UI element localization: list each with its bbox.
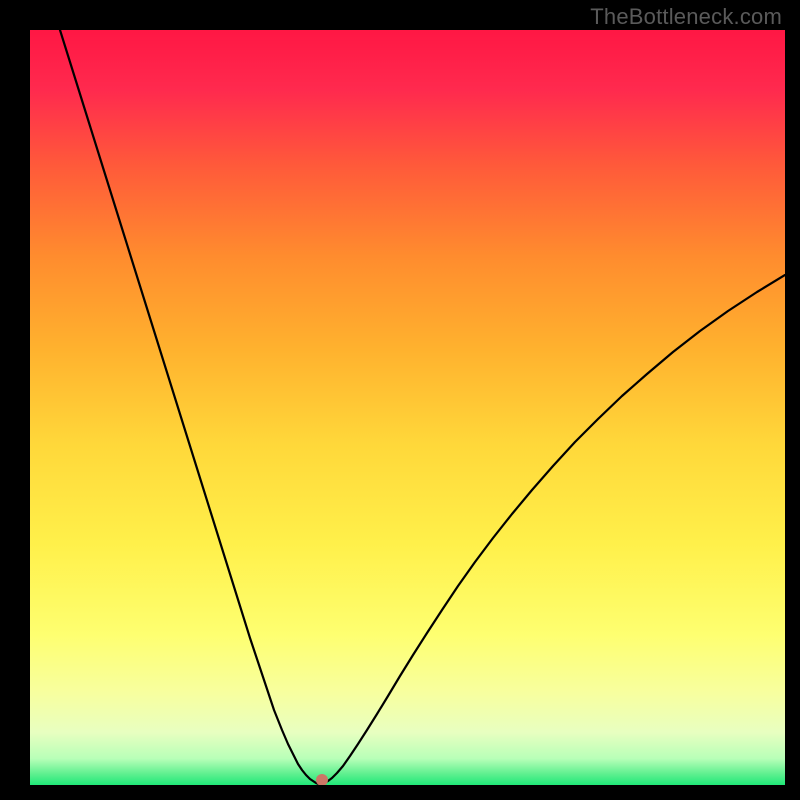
gradient-background xyxy=(30,30,785,785)
bottleneck-chart xyxy=(30,30,785,785)
optimal-point-marker xyxy=(316,774,328,785)
watermark-text: TheBottleneck.com xyxy=(590,4,782,30)
plot-area xyxy=(30,30,785,785)
